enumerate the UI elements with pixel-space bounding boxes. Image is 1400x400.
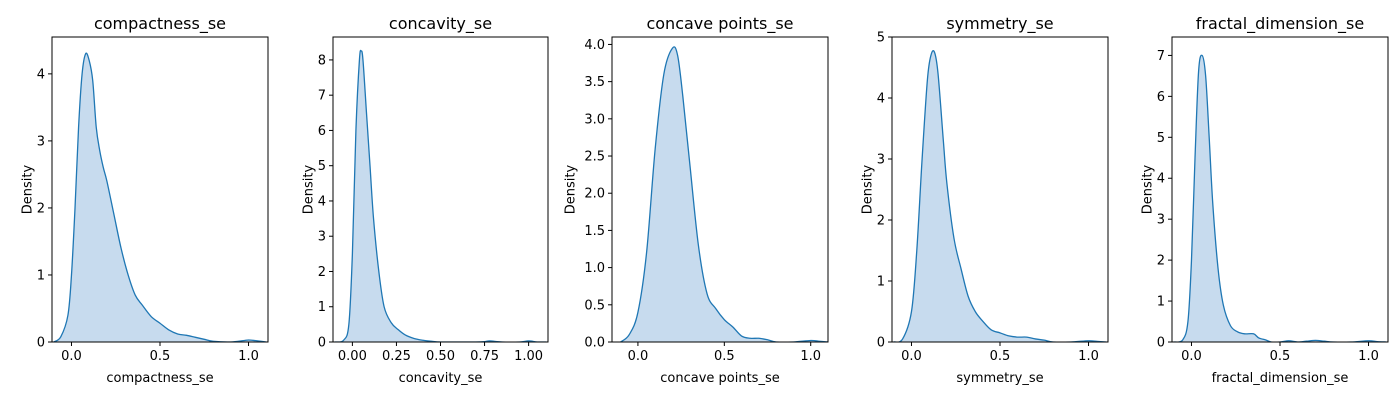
x-tick-label: 1.0 (238, 349, 259, 364)
x-tick-label: 0.00 (338, 349, 367, 364)
y-tick-label: 1 (318, 300, 326, 315)
density-line (53, 52, 267, 342)
subplot-title: symmetry_se (946, 14, 1053, 34)
y-tick-label: 1 (37, 268, 45, 283)
y-tick-label: 0 (318, 336, 326, 351)
y-tick-label: 1 (1157, 295, 1165, 310)
y-axis-label: Density (21, 164, 36, 214)
x-tick-label: 0.0 (1181, 349, 1202, 364)
y-tick-label: 1.5 (584, 224, 605, 239)
density-fill (893, 50, 1107, 342)
y-tick-label: 4.0 (584, 38, 605, 53)
subplot-5: 0.0 0.5 1.001234567fractal_dimension_sefra… (1141, 14, 1389, 386)
x-tick-label: 0.5 (714, 349, 735, 364)
x-tick-label: 1.0 (1358, 349, 1379, 364)
y-tick-label: 4 (318, 194, 326, 209)
axes-frame (611, 36, 829, 343)
y-tick-label: 5 (1157, 131, 1165, 146)
x-tick-label: 1.0 (800, 349, 821, 364)
y-axis-label: Density (564, 164, 579, 214)
x-tick-label: 0.25 (382, 349, 411, 364)
subplot-title: fractal_dimension_se (1196, 14, 1364, 34)
y-tick-label: 5 (877, 31, 885, 46)
density-fill (620, 46, 828, 342)
y-tick-label: 4 (37, 67, 45, 82)
density-line (334, 49, 547, 342)
x-axis-label: concave points_se (660, 371, 779, 386)
y-tick-label: 3 (1157, 213, 1165, 228)
y-tick-label: 0.5 (584, 298, 605, 313)
y-tick-label: 0 (37, 336, 45, 351)
y-tick-label: 5 (318, 159, 326, 174)
x-tick-label: 0.5 (150, 349, 171, 364)
y-axis-label: Density (861, 164, 876, 214)
subplot-1: 0.0 0.5 1.0 0 1 2 3 4 compactness_se compactness_… (21, 14, 269, 386)
y-tick-label: 2 (877, 214, 885, 229)
x-axis-label: concavity_se (399, 371, 483, 386)
y-tick-label: 2.0 (584, 187, 605, 202)
density-line (620, 46, 828, 342)
y-tick-label: 2 (318, 265, 326, 280)
subplot-4: 0.0 0.5 1.0 0 1 2 3 4 5 symmetry_se symmetry_se Den… (861, 14, 1109, 386)
y-tick-label: 7 (318, 89, 326, 104)
x-tick-label: 0.0 (628, 349, 649, 364)
x-tick-label: 0.5 (990, 349, 1011, 364)
x-tick-label: 1.0 (1078, 349, 1099, 364)
subplot-title: compactness_se (94, 14, 226, 34)
subplot-3: 0.0 0.5 1.0 0.0 0.5 1.0 1.5 2.0 2.5 3.0 3.5 4.0 conc… (564, 14, 829, 386)
x-axis-label: fractal_dimension_se (1212, 371, 1349, 386)
density-fill (53, 53, 267, 342)
y-tick-label: 3 (877, 153, 885, 168)
y-tick-label: 7 (1157, 49, 1165, 64)
x-tick-label: 0.0 (901, 349, 922, 364)
y-tick-label: 4 (1157, 172, 1165, 187)
subplot-title: concave points_se (646, 14, 793, 34)
x-axis-label: compactness_se (106, 371, 213, 386)
x-tick-label: 0.5 (1270, 349, 1291, 364)
density-fill (334, 50, 547, 342)
x-tick-label: 0.75 (470, 349, 499, 364)
x-tick-label: 0.0 (61, 349, 82, 364)
y-tick-label: 2 (37, 201, 45, 216)
y-tick-label: 6 (318, 124, 326, 139)
x-tick-label: 0.50 (426, 349, 455, 364)
y-axis-label: Density (1141, 164, 1156, 214)
y-tick-label: 3.0 (584, 112, 605, 127)
x-axis-label: symmetry_se (956, 371, 1043, 386)
y-tick-label: 2 (1157, 254, 1165, 269)
y-tick-label: 3.5 (584, 75, 605, 90)
y-tick-label: 6 (1157, 90, 1165, 105)
y-tick-label: 0.0 (584, 336, 605, 351)
y-tick-label: 3 (37, 134, 45, 149)
y-tick-label: 0 (877, 336, 885, 351)
y-tick-label: 4 (877, 92, 885, 107)
y-tick-label: 3 (318, 230, 326, 245)
y-tick-label: 2.5 (584, 150, 605, 165)
density-line (893, 50, 1107, 342)
subplot-2: 0.00 0.25 0.50 0.75 1.00 0 1 2 3 4 5 6 7 8 concavity_s… (302, 14, 549, 386)
x-tick-label: 1.00 (514, 349, 543, 364)
y-axis-label: Density (302, 164, 317, 214)
y-tick-label: 8 (318, 53, 326, 68)
density-line (1173, 54, 1387, 342)
y-tick-label: 0 (1157, 336, 1165, 351)
subplot-title: concavity_se (389, 14, 492, 34)
y-tick-label: 1 (877, 275, 885, 290)
y-tick-label: 1.0 (584, 261, 605, 276)
density-fill (1173, 55, 1387, 342)
